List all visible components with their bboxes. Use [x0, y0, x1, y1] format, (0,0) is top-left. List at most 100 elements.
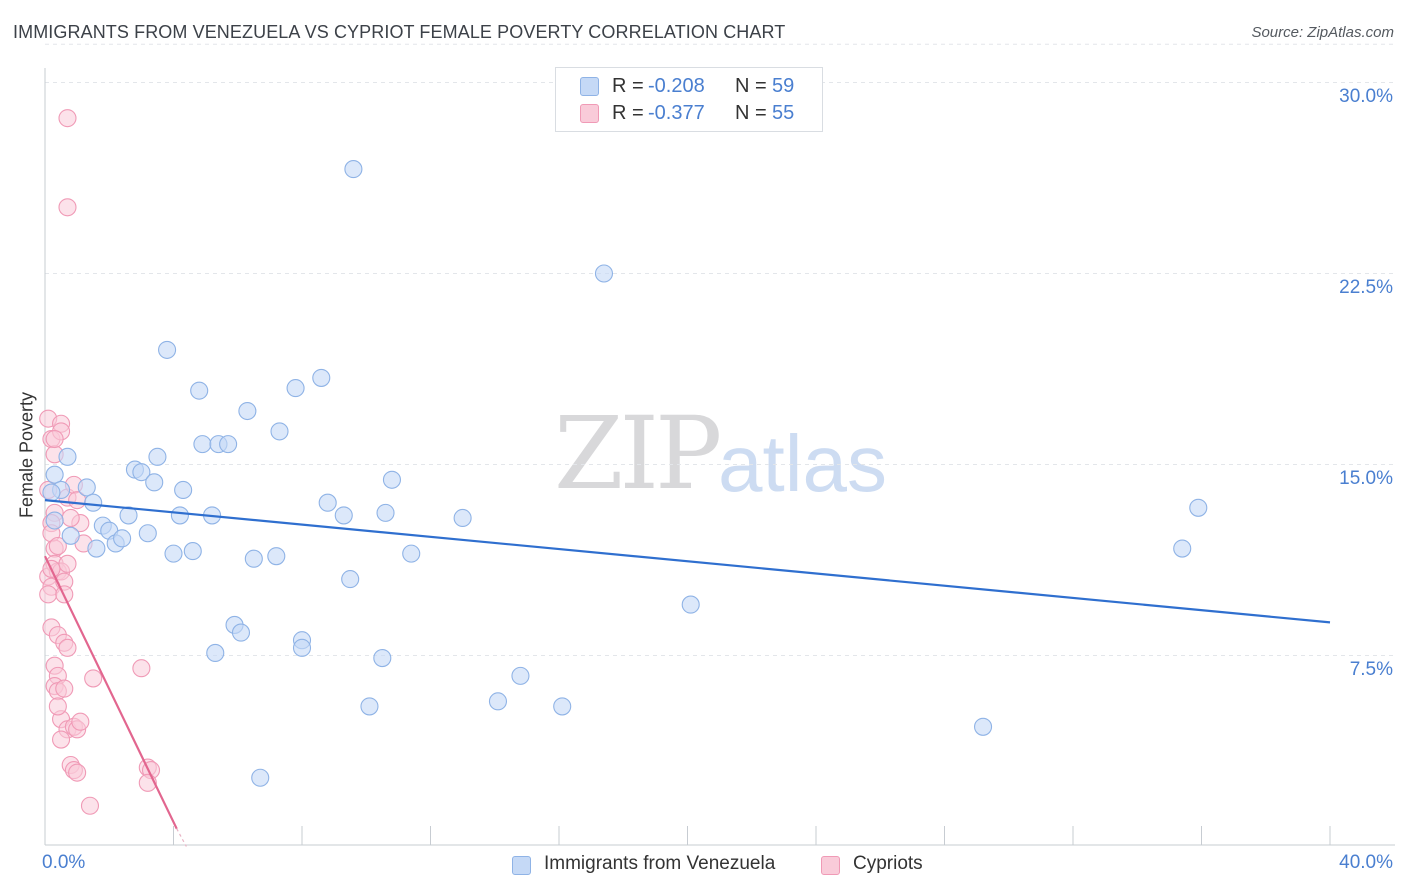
venezuela-point: [402, 544, 421, 563]
venezuela-point: [251, 768, 270, 787]
bottom-legend-swatch-cypriots: [821, 856, 840, 875]
venezuela-point: [58, 447, 77, 466]
venezuela-point: [267, 547, 286, 566]
x-tick-label-max: 40.0%: [1339, 852, 1393, 873]
venezuela-point: [1173, 539, 1192, 558]
cypriots-point: [58, 638, 77, 657]
venezuela-point: [170, 506, 189, 525]
legend-n-value: 55: [772, 102, 795, 124]
x-tick-label-min: 0.0%: [42, 852, 86, 873]
legend-n-value: 59: [772, 75, 795, 97]
venezuela-point: [286, 379, 305, 398]
venezuela-point: [77, 478, 96, 497]
venezuela-point: [158, 340, 177, 359]
venezuela-point: [190, 381, 209, 400]
venezuela-point: [453, 508, 472, 528]
y-tick-label-7-5: 7.5%: [1349, 659, 1393, 680]
legend-n-label: N =: [735, 102, 767, 124]
cypriots-point: [52, 730, 71, 749]
venezuela-point: [145, 473, 164, 492]
cypriots-point: [80, 796, 100, 815]
bottom-legend-label-venezuela: Immigrants from Venezuela: [544, 853, 776, 874]
cypriots-point: [48, 536, 67, 556]
trend-lines: [44, 499, 1331, 847]
cypriots-point: [55, 679, 74, 698]
venezuela-point: [113, 529, 132, 548]
venezuela-point: [174, 480, 193, 500]
venezuela-point: [132, 463, 151, 482]
cypriots-point: [68, 763, 87, 782]
cypriots-trend-line: [44, 555, 178, 830]
legend-r-label: R =: [612, 102, 644, 124]
venezuela-point: [318, 493, 337, 512]
bottom-legend-label-cypriots: Cypriots: [853, 853, 923, 874]
venezuela-point: [183, 542, 202, 561]
venezuela-point: [219, 435, 238, 454]
venezuela-point: [511, 666, 530, 685]
legend-swatch-cypriots: [580, 104, 599, 123]
venezuela-point: [270, 422, 289, 441]
venezuela-points: [42, 160, 1208, 787]
venezuela-point: [373, 648, 392, 668]
venezuela-point: [334, 506, 353, 525]
correlation-legend: R = -0.208 N = 59 R = -0.377 N = 55: [555, 67, 823, 132]
venezuela-point: [312, 368, 331, 387]
cypriots-point: [132, 659, 151, 678]
venezuela-point: [973, 717, 993, 736]
venezuela-point: [292, 638, 312, 657]
cypriots-point: [84, 669, 103, 688]
venezuela-point: [1189, 498, 1208, 517]
y-tick-label-15: 15.0%: [1339, 468, 1393, 489]
legend-swatch-venezuela: [580, 77, 599, 96]
venezuela-point: [45, 465, 64, 484]
cypriots-points: [39, 109, 161, 815]
venezuela-point: [681, 595, 700, 614]
cypriots-point: [58, 198, 77, 217]
watermark-zip: ZIP: [554, 395, 722, 512]
watermark-atlas: atlas: [718, 419, 887, 508]
venezuela-point: [231, 623, 251, 642]
cypriots-point: [61, 508, 80, 528]
legend-n-label: N =: [735, 75, 767, 97]
venezuela-point: [148, 447, 167, 466]
axes: [44, 68, 1395, 846]
cypriots-point: [58, 109, 77, 128]
y-tick-label-22-5: 22.5%: [1339, 277, 1393, 298]
venezuela-point: [238, 401, 257, 421]
venezuela-point: [193, 435, 212, 454]
venezuela-point: [164, 544, 183, 563]
y-tick-label-30: 30.0%: [1339, 86, 1393, 107]
venezuela-point: [87, 539, 106, 558]
cypriots-point: [39, 585, 58, 604]
cypriots-point: [58, 554, 77, 573]
cypriots-point: [45, 429, 64, 449]
cypriots-trend-extension: [176, 828, 187, 847]
cypriots-point: [48, 697, 67, 716]
legend-r-label: R =: [612, 75, 644, 97]
y-axis-title: Female Poverty: [16, 391, 37, 519]
venezuela-point: [553, 697, 572, 716]
cypriots-point: [71, 712, 90, 731]
venezuela-point: [138, 524, 157, 543]
venezuela-point: [61, 526, 80, 545]
legend-r-value: -0.208: [648, 75, 705, 97]
venezuela-point: [376, 503, 395, 522]
chart-title: IMMIGRANTS FROM VENEZUELA VS CYPRIOT FEM…: [13, 22, 786, 42]
venezuela-point: [382, 470, 402, 489]
venezuela-point: [244, 549, 263, 568]
venezuela-point: [84, 493, 103, 512]
venezuela-point: [42, 483, 61, 502]
source-credit: Source: ZipAtlas.com: [1251, 24, 1394, 41]
venezuela-point: [341, 570, 360, 589]
venezuela-point: [119, 506, 138, 525]
bottom-legend-swatch-venezuela: [512, 856, 531, 875]
venezuela-trend-line: [44, 499, 1331, 624]
venezuela-point: [360, 697, 379, 716]
venezuela-point: [594, 264, 614, 283]
venezuela-point: [344, 160, 363, 179]
venezuela-point: [488, 692, 508, 711]
venezuela-point: [45, 511, 64, 530]
venezuela-point: [206, 643, 225, 663]
legend-r-value: -0.377: [648, 102, 705, 124]
